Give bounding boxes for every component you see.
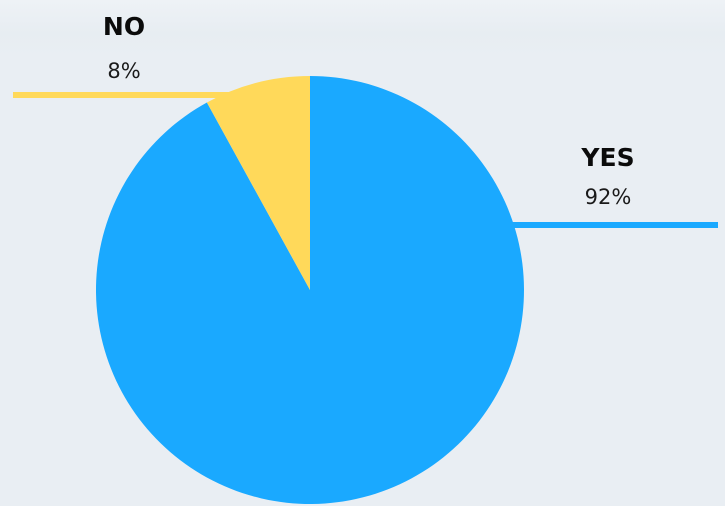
no-value-label: 8%	[107, 59, 140, 83]
pie-slices	[95, 76, 524, 504]
pie-slice-no	[206, 76, 310, 290]
yes-value-label: 92%	[585, 185, 632, 209]
yes-label: YES	[580, 143, 634, 172]
no-label: NO	[103, 12, 145, 41]
pie-slice-yes	[95, 76, 524, 504]
background-band	[0, 0, 725, 56]
